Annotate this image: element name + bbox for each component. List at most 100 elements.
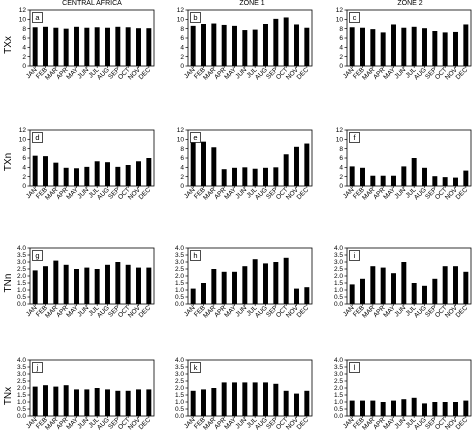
panel-l: 0.00.51.01.52.02.53.03.54.0JANFEBMARAPRM… (334, 357, 472, 432)
bar-jul (411, 397, 417, 416)
row-label-1: TXn (3, 153, 14, 171)
bar-feb (201, 141, 206, 186)
y-tick-label: 1.5 (334, 280, 343, 287)
panel-a: 024681012JANFEBMARAPRMAYJUNJULAUGSEPOCTN… (19, 7, 155, 82)
y-tick-label: 3.5 (175, 252, 184, 259)
panel-letter: a (35, 13, 40, 22)
panel-letter: c (353, 13, 357, 22)
bar-jan (32, 270, 38, 304)
bar-mar (53, 27, 59, 66)
panel-frame (187, 359, 313, 417)
bar-may (74, 168, 79, 186)
y-tick-label: 2.0 (334, 273, 343, 280)
x-tick-label: DEC (455, 304, 470, 319)
bar-oct (283, 17, 289, 66)
bar-nov (294, 24, 299, 66)
bar-jun (84, 267, 90, 304)
bar-dec (463, 400, 469, 416)
bar-sep (115, 262, 121, 304)
x-tick-label: DEC (296, 304, 311, 319)
y-tick-label: 4.0 (175, 245, 184, 252)
bar-aug (263, 167, 268, 186)
bar-feb (360, 278, 365, 304)
y-tick-label: 0 (22, 183, 26, 190)
panel-letter-box (190, 250, 201, 261)
bar-jul (252, 382, 258, 416)
bar-apr (221, 169, 227, 186)
y-tick-label: 6 (339, 155, 343, 162)
y-tick-label: 1.0 (17, 399, 26, 406)
bar-jun (401, 399, 407, 416)
y-tick-label: 12 (19, 7, 27, 14)
bar-oct (125, 264, 131, 304)
y-tick-label: 0.0 (175, 413, 184, 420)
panel-frame (187, 129, 313, 187)
bar-may (74, 269, 79, 304)
column-title-2: ZONE 2 (397, 0, 422, 7)
bar-jul (94, 27, 100, 66)
column-title-1: ZONE 1 (239, 0, 264, 7)
bar-jun (84, 389, 90, 416)
y-tick-label: 1.5 (334, 392, 343, 399)
bar-sep (273, 383, 279, 416)
bar-aug (263, 24, 268, 66)
bar-aug (422, 167, 427, 186)
y-tick-label: 10 (177, 17, 185, 24)
y-tick-label: 4 (180, 45, 184, 52)
y-tick-label: 12 (336, 127, 344, 134)
bar-dec (146, 389, 152, 416)
bar-jul (252, 259, 258, 304)
bar-apr (380, 402, 386, 416)
y-tick-label: 2 (339, 174, 343, 181)
y-tick-label: 0.0 (175, 301, 184, 308)
y-tick-label: 0.5 (334, 406, 343, 413)
panel-k: 0.00.51.01.52.02.53.03.54.0JANFEBMARAPRM… (175, 357, 313, 432)
bar-jun (242, 266, 248, 304)
bar-oct (442, 402, 448, 416)
bar-may (232, 271, 237, 304)
bar-jun (242, 30, 248, 66)
panel-letter-box (32, 250, 43, 261)
y-tick-label: 6 (180, 35, 184, 42)
bar-may (391, 24, 396, 66)
y-tick-label: 4.0 (334, 245, 343, 252)
bar-may (232, 382, 237, 416)
bar-feb (43, 156, 48, 186)
bar-nov (453, 402, 458, 416)
y-tick-label: 3.0 (175, 259, 184, 266)
y-tick-label: 8 (22, 26, 26, 33)
bar-mar (211, 388, 217, 416)
bar-mar (211, 23, 217, 66)
bar-sep (432, 176, 438, 186)
y-tick-label: 3.0 (334, 371, 343, 378)
y-tick-label: 4.0 (334, 357, 343, 364)
bar-jul (411, 26, 417, 66)
y-tick-label: 3.0 (334, 259, 343, 266)
panel-frame (29, 247, 155, 305)
bar-oct (125, 390, 131, 416)
bar-sep (273, 167, 279, 186)
panel-g: 0.00.51.01.52.02.53.03.54.0JANFEBMARAPRM… (17, 245, 155, 320)
y-tick-label: 6 (339, 35, 343, 42)
panel-letter-box (349, 250, 360, 261)
panel-i: 0.00.51.01.52.02.53.03.54.0JANFEBMARAPRM… (334, 245, 472, 320)
bar-mar (211, 269, 217, 304)
y-tick-label: 1.0 (334, 399, 343, 406)
y-tick-label: 0 (180, 63, 184, 70)
y-tick-label: 6 (22, 35, 26, 42)
column-titles: CENTRAL AFRICA ZONE 1 ZONE 2 (62, 0, 423, 7)
bar-jul (94, 388, 100, 416)
x-tick-label: DEC (296, 416, 311, 431)
y-tick-label: 2.5 (334, 378, 343, 385)
bar-jan (349, 400, 355, 416)
y-tick-label: 0.0 (334, 301, 343, 308)
y-tick-label: 1.5 (175, 280, 184, 287)
y-tick-label: 3.5 (334, 364, 343, 371)
bar-jun (242, 167, 248, 186)
y-tick-label: 12 (177, 7, 185, 14)
y-tick-label: 1.0 (334, 287, 343, 294)
y-tick-label: 6 (180, 155, 184, 162)
bar-apr (380, 267, 386, 304)
bar-jul (252, 29, 258, 67)
